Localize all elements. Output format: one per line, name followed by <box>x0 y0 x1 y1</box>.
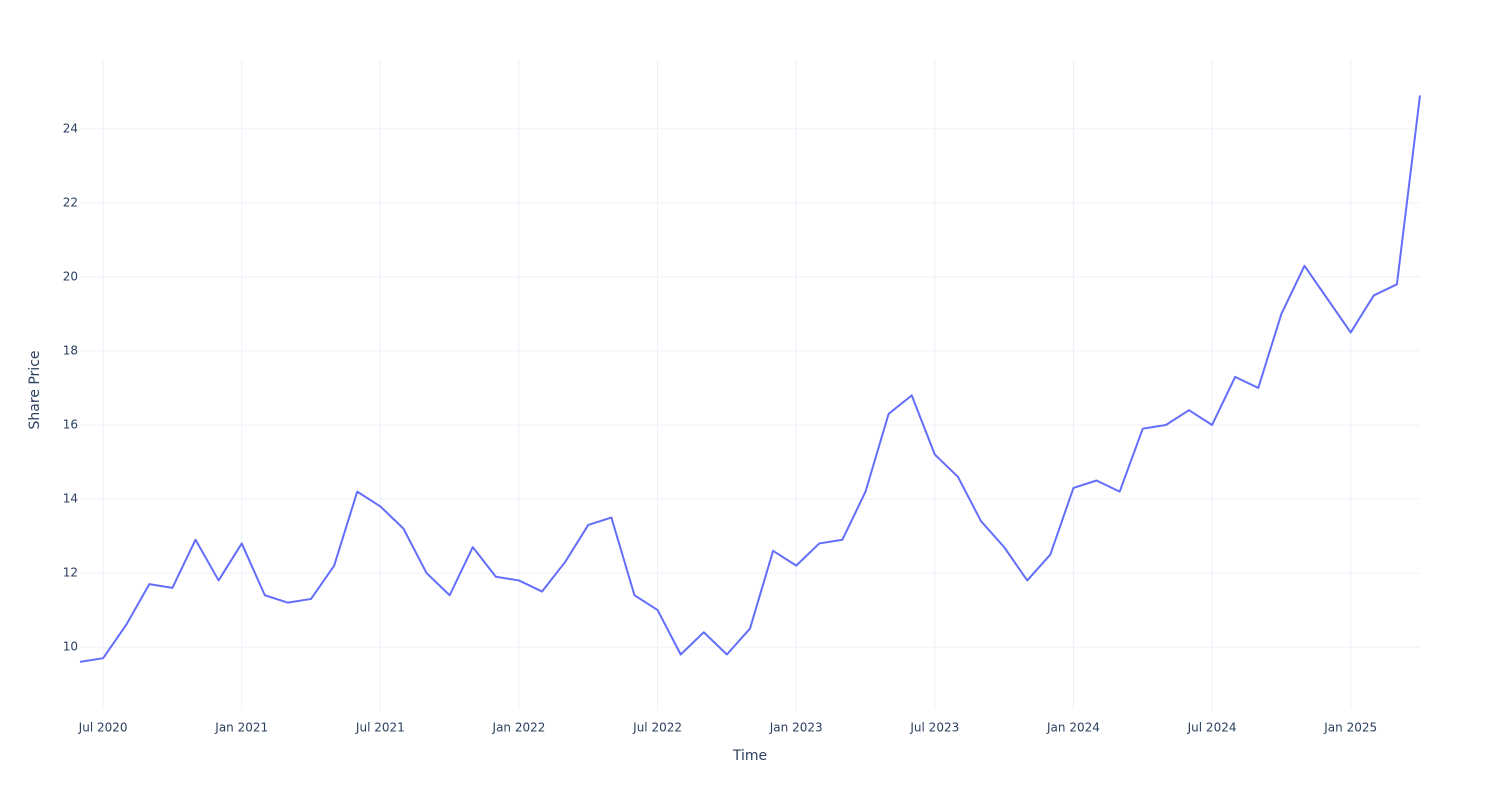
x-tick-label: Jul 2020 <box>78 721 128 735</box>
x-tick-label: Jan 2024 <box>1046 721 1100 735</box>
x-tick-label: Jul 2023 <box>909 721 959 735</box>
x-axis-title: Time <box>732 748 767 764</box>
x-tick-label: Jan 2021 <box>214 721 268 735</box>
y-axis-title: Share Price <box>27 350 43 429</box>
x-tick-label: Jul 2021 <box>355 721 405 735</box>
y-tick-label: 18 <box>63 343 78 357</box>
y-tick-label: 22 <box>63 195 78 209</box>
x-tick-label: Jan 2025 <box>1323 721 1377 735</box>
y-tick-label: 12 <box>63 566 78 580</box>
y-tick-label: 16 <box>63 417 78 431</box>
x-tick-label: Jan 2022 <box>492 721 546 735</box>
x-tick-label: Jul 2022 <box>632 721 682 735</box>
x-tick-label: Jul 2024 <box>1187 721 1237 735</box>
y-tick-label: 10 <box>63 640 78 654</box>
price-line <box>79 95 1421 663</box>
y-tick-label: 14 <box>63 492 78 506</box>
y-tick-label: 24 <box>63 121 78 135</box>
y-tick-label: 20 <box>63 269 78 283</box>
x-tick-label: Jan 2023 <box>769 721 823 735</box>
